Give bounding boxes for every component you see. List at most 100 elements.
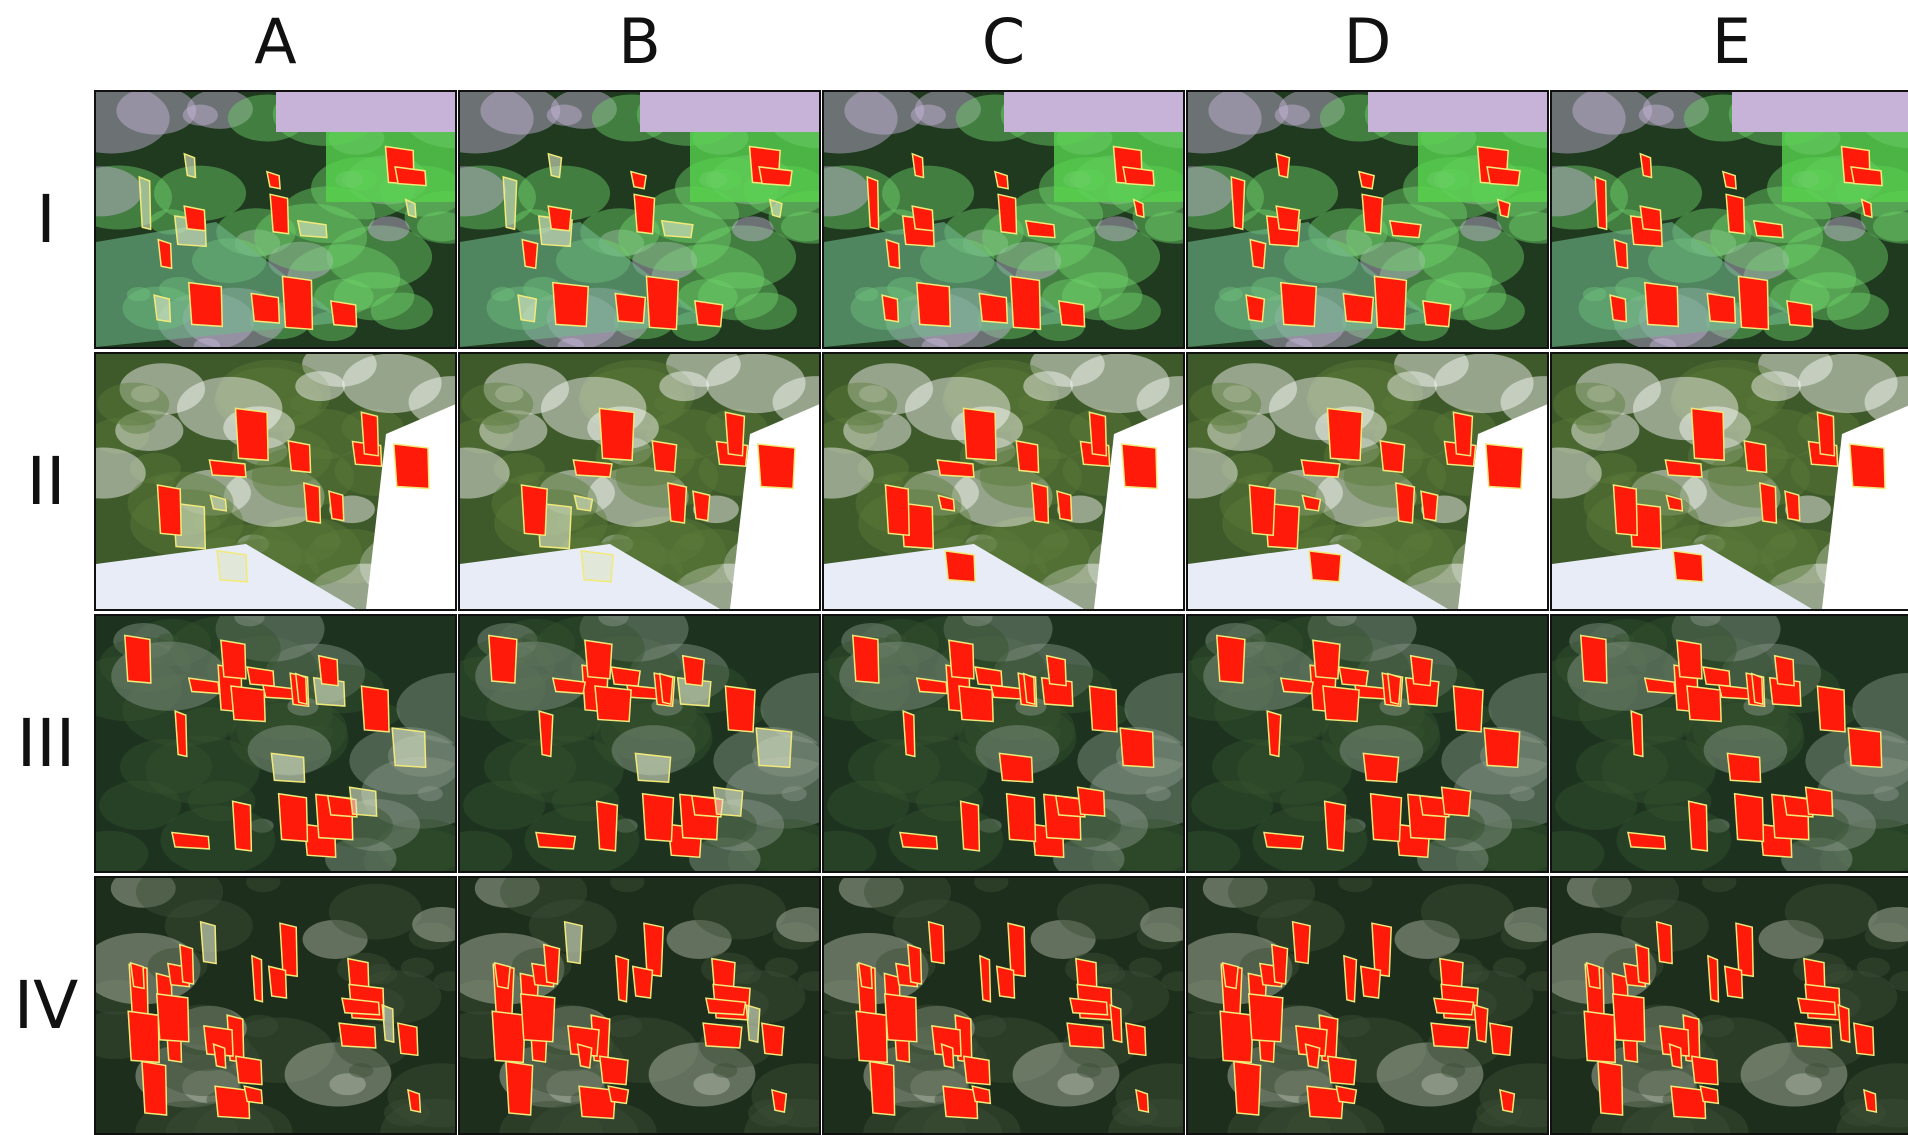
detected-area [759, 167, 792, 186]
satellite-image [1188, 354, 1547, 609]
detected-area [1396, 483, 1415, 523]
detected-area [762, 1023, 784, 1055]
satellite-image [1188, 92, 1547, 347]
detected-area [1089, 412, 1106, 456]
terrain-texture [873, 736, 987, 805]
detected-area [1850, 444, 1885, 488]
satellite-image [1188, 878, 1547, 1133]
detected-area [1453, 686, 1483, 732]
detected-area [180, 945, 194, 984]
detected-area [1787, 301, 1813, 327]
satellite-image [824, 878, 1183, 1133]
detected-area [725, 686, 755, 732]
terrain-texture [1601, 736, 1715, 805]
detected-area [1328, 408, 1363, 460]
detected-area [725, 412, 744, 456]
detected-area [1640, 206, 1661, 231]
detected-area [1760, 483, 1777, 523]
terrain-texture [484, 412, 520, 434]
detected-area [1032, 483, 1049, 523]
detected-area [1372, 923, 1391, 976]
terrain-texture [1857, 958, 1890, 978]
image-panel [458, 90, 821, 349]
terrain-texture [765, 958, 798, 978]
detected-area [1689, 801, 1708, 851]
terrain-texture [1077, 1063, 1102, 1078]
detected-area [1848, 728, 1881, 767]
detected-area [1687, 686, 1721, 721]
detected-area [236, 1056, 262, 1084]
detected-area [714, 787, 743, 816]
detected-area [853, 635, 879, 683]
detected-area [521, 994, 555, 1042]
detected-area [772, 1090, 786, 1112]
terrain-texture [679, 533, 706, 549]
detected-area [635, 753, 670, 782]
terrain-texture [1387, 371, 1437, 401]
terrain-texture [1463, 293, 1525, 330]
image-panel [94, 352, 457, 611]
detected-area [522, 240, 537, 269]
detected-area [271, 753, 304, 782]
detected-area [233, 801, 252, 851]
field [1368, 92, 1547, 132]
terrain-texture [713, 1063, 738, 1078]
detected-area [1411, 656, 1432, 686]
detected-area [644, 923, 663, 976]
satellite-image [96, 354, 455, 609]
terrain-texture [349, 1063, 374, 1078]
detected-area [633, 966, 653, 998]
detected-area [668, 483, 687, 523]
detected-area [929, 922, 944, 964]
detected-area [1484, 728, 1519, 767]
detected-area [215, 1086, 249, 1118]
detected-area [217, 551, 247, 582]
detected-area [643, 794, 674, 842]
detected-area [518, 295, 536, 322]
detected-area [361, 412, 378, 456]
terrain-texture [659, 371, 709, 401]
terrain-texture [693, 884, 786, 940]
detected-area [578, 1044, 592, 1068]
detected-area [1309, 551, 1341, 582]
detected-area [1775, 656, 1794, 686]
satellite-image [1188, 616, 1547, 871]
terrain-texture [1237, 736, 1351, 805]
detected-area [398, 1023, 418, 1055]
terrain-texture [1576, 412, 1612, 434]
detected-area [1738, 276, 1768, 329]
detected-area [581, 551, 613, 582]
detected-area [945, 551, 975, 582]
detected-area [1361, 966, 1381, 998]
terrain-texture [1805, 1063, 1830, 1078]
detected-area [361, 686, 389, 732]
terrain-texture [1434, 354, 1533, 413]
detected-area [912, 206, 933, 231]
detected-area [595, 686, 631, 721]
image-panel [458, 352, 821, 611]
detected-area [600, 408, 635, 460]
detected-area [885, 994, 917, 1042]
detected-area [1671, 1086, 1705, 1118]
detected-area [1490, 1023, 1512, 1055]
terrain-texture [1096, 216, 1138, 241]
detected-area [634, 194, 654, 233]
detected-area [128, 1011, 159, 1062]
detected-area [998, 194, 1016, 233]
detected-area [282, 276, 312, 329]
detected-area [1120, 728, 1153, 767]
detected-area [395, 167, 426, 186]
detected-area [1010, 276, 1040, 329]
image-panel [1550, 614, 1908, 873]
detected-area [1249, 485, 1275, 535]
detected-area [201, 922, 216, 964]
detected-area [1703, 667, 1730, 686]
image-panel [458, 614, 821, 873]
terrain-texture [371, 293, 433, 330]
detected-area [859, 963, 872, 989]
detected-area [1645, 283, 1679, 327]
detected-area [1380, 441, 1404, 473]
detected-area [1078, 787, 1105, 816]
detected-area [1817, 412, 1834, 456]
detected-area [553, 283, 589, 327]
